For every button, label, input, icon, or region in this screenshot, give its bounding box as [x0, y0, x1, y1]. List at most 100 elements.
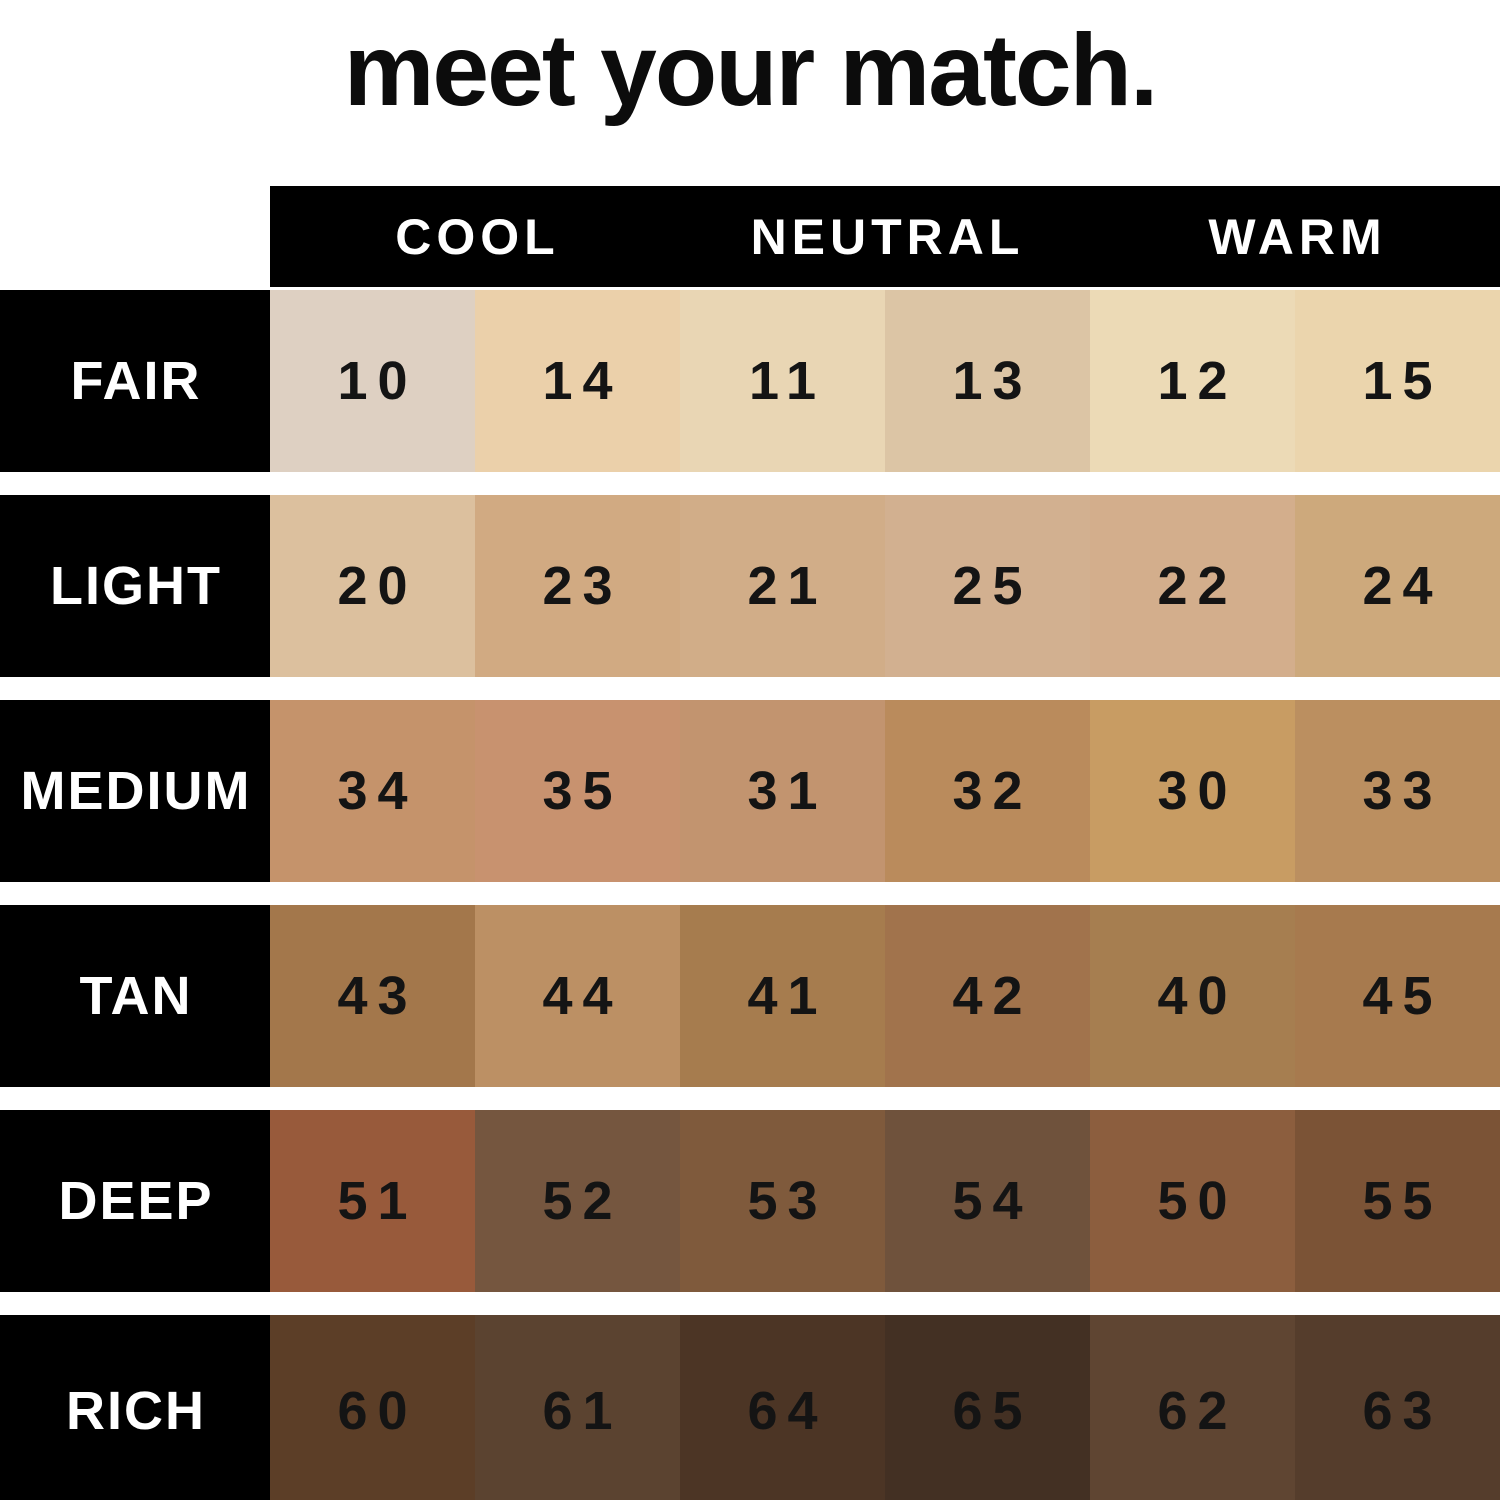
shade-swatch-14: 14	[475, 290, 680, 472]
shade-number: 15	[1362, 351, 1443, 411]
row-label-tan: TAN	[0, 905, 270, 1087]
shade-row-medium: MEDIUM 34 35 31 32 30 33	[0, 700, 1500, 882]
shade-number: 21	[747, 556, 828, 616]
shade-swatch-25: 25	[885, 495, 1090, 677]
shade-swatch-11: 11	[680, 290, 885, 472]
shade-swatch-45: 45	[1295, 905, 1500, 1087]
shade-swatch-63: 63	[1295, 1315, 1500, 1500]
shade-number: 32	[952, 761, 1033, 821]
shade-row-light: LIGHT 20 23 21 25 22 24	[0, 495, 1500, 677]
row-label-text: MEDIUM	[20, 761, 252, 821]
row-label-deep: DEEP	[0, 1110, 270, 1292]
shade-swatch-33: 33	[1295, 700, 1500, 882]
shade-grid: FAIR 10 14 11 13 12 15 LIGHT 20 23 21 25 22 24 MEDIUM 3…	[0, 290, 1500, 1500]
swatch-strip: 43 44 41 42 40 45	[270, 905, 1500, 1087]
shade-row-rich: RICH 60 61 64 65 62 63	[0, 1315, 1500, 1500]
shade-swatch-53: 53	[680, 1110, 885, 1292]
shade-number: 55	[1362, 1171, 1443, 1231]
shade-number: 62	[1157, 1381, 1238, 1441]
shade-number: 23	[542, 556, 623, 616]
shade-row-tan: TAN 43 44 41 42 40 45	[0, 905, 1500, 1087]
undertone-header-neutral: NEUTRAL	[680, 186, 1090, 287]
shade-number: 54	[952, 1171, 1033, 1231]
shade-swatch-21: 21	[680, 495, 885, 677]
shade-number: 25	[952, 556, 1033, 616]
shade-swatch-23: 23	[475, 495, 680, 677]
shade-number: 45	[1362, 966, 1443, 1026]
swatch-strip: 60 61 64 65 62 63	[270, 1315, 1500, 1500]
row-label-rich: RICH	[0, 1315, 270, 1500]
shade-swatch-30: 30	[1090, 700, 1295, 882]
swatch-strip: 34 35 31 32 30 33	[270, 700, 1500, 882]
shade-swatch-22: 22	[1090, 495, 1295, 677]
shade-number: 44	[542, 966, 623, 1026]
shade-swatch-10: 10	[270, 290, 475, 472]
shade-number: 34	[337, 761, 418, 821]
shade-number: 31	[747, 761, 828, 821]
shade-number: 52	[542, 1171, 623, 1231]
undertone-header-warm-label: WARM	[1208, 208, 1387, 265]
shade-number: 13	[952, 351, 1033, 411]
shade-number: 61	[542, 1381, 623, 1441]
row-label-medium: MEDIUM	[0, 700, 270, 882]
undertone-header-cool-label: COOL	[395, 208, 560, 265]
shade-swatch-12: 12	[1090, 290, 1295, 472]
swatch-strip: 20 23 21 25 22 24	[270, 495, 1500, 677]
shade-number: 20	[337, 556, 418, 616]
shade-number: 43	[337, 966, 418, 1026]
shade-swatch-61: 61	[475, 1315, 680, 1500]
shade-swatch-44: 44	[475, 905, 680, 1087]
row-label-text: TAN	[79, 966, 193, 1026]
shade-swatch-64: 64	[680, 1315, 885, 1500]
row-label-text: LIGHT	[50, 556, 222, 616]
undertone-header-cool: COOL	[270, 186, 680, 287]
shade-number: 65	[952, 1381, 1033, 1441]
shade-swatch-13: 13	[885, 290, 1090, 472]
shade-swatch-42: 42	[885, 905, 1090, 1087]
shade-number: 12	[1157, 351, 1238, 411]
shade-number: 60	[337, 1381, 418, 1441]
shade-swatch-15: 15	[1295, 290, 1500, 472]
shade-number: 53	[747, 1171, 828, 1231]
shade-swatch-51: 51	[270, 1110, 475, 1292]
shade-number: 24	[1362, 556, 1443, 616]
shade-swatch-60: 60	[270, 1315, 475, 1500]
shade-row-deep: DEEP 51 52 53 54 50 55	[0, 1110, 1500, 1292]
row-label-fair: FAIR	[0, 290, 270, 472]
shade-swatch-20: 20	[270, 495, 475, 677]
undertone-header-bar: COOL NEUTRAL WARM	[270, 186, 1500, 287]
undertone-header-warm: WARM	[1090, 186, 1500, 287]
shade-number: 41	[747, 966, 828, 1026]
shade-swatch-31: 31	[680, 700, 885, 882]
row-label-light: LIGHT	[0, 495, 270, 677]
row-label-text: FAIR	[70, 351, 202, 411]
shade-swatch-43: 43	[270, 905, 475, 1087]
shade-swatch-41: 41	[680, 905, 885, 1087]
undertone-header-neutral-label: NEUTRAL	[750, 208, 1025, 265]
swatch-strip: 51 52 53 54 50 55	[270, 1110, 1500, 1292]
shade-number: 14	[542, 351, 623, 411]
shade-number: 30	[1157, 761, 1238, 821]
shade-number: 40	[1157, 966, 1238, 1026]
swatch-strip: 10 14 11 13 12 15	[270, 290, 1500, 472]
shade-number: 51	[337, 1171, 418, 1231]
shade-number: 10	[337, 351, 418, 411]
page-title: meet your match.	[343, 13, 1159, 127]
shade-number: 11	[748, 351, 827, 411]
shade-swatch-32: 32	[885, 700, 1090, 882]
shade-number: 63	[1362, 1381, 1443, 1441]
shade-swatch-52: 52	[475, 1110, 680, 1292]
shade-swatch-50: 50	[1090, 1110, 1295, 1292]
shade-row-fair: FAIR 10 14 11 13 12 15	[0, 290, 1500, 472]
shade-swatch-55: 55	[1295, 1110, 1500, 1292]
shade-number: 64	[747, 1381, 828, 1441]
shade-swatch-35: 35	[475, 700, 680, 882]
shade-number: 50	[1157, 1171, 1238, 1231]
shade-swatch-54: 54	[885, 1110, 1090, 1292]
shade-swatch-65: 65	[885, 1315, 1090, 1500]
row-label-text: RICH	[66, 1381, 206, 1441]
row-label-text: DEEP	[58, 1171, 214, 1231]
shade-number: 35	[542, 761, 623, 821]
shade-swatch-34: 34	[270, 700, 475, 882]
